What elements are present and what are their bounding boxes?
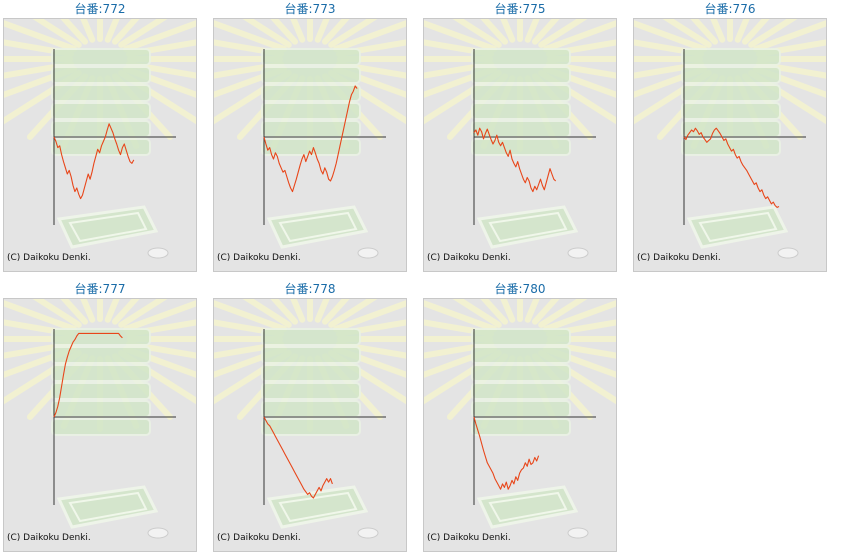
copyright-text: (C) Daikoku Denki.: [7, 253, 91, 263]
copyright-text: (C) Daikoku Denki.: [7, 533, 91, 543]
background-illustration: [214, 19, 406, 259]
background-illustration: [424, 299, 616, 539]
slump-graph: [214, 299, 406, 539]
background-illustration: [214, 299, 406, 539]
slump-graph: [214, 19, 406, 259]
copyright-text: (C) Daikoku Denki.: [217, 253, 301, 263]
machine-title-link[interactable]: 台番:775: [494, 2, 546, 16]
chart-frame: (C) Daikoku Denki.: [3, 18, 197, 272]
machine-title-link[interactable]: 台番:776: [704, 2, 756, 16]
slump-graph: [4, 299, 196, 539]
chart-frame: (C) Daikoku Denki.: [423, 18, 617, 272]
copyright-text: (C) Daikoku Denki.: [217, 533, 301, 543]
chart-frame: (C) Daikoku Denki.: [3, 298, 197, 552]
slump-graph: [634, 19, 826, 259]
slump-line: [53, 123, 135, 200]
slump-line: [263, 416, 333, 499]
slump-graph: [424, 299, 616, 539]
slump-line: [683, 127, 780, 208]
axes: [473, 49, 596, 225]
machine-title-link[interactable]: 台番:777: [74, 282, 126, 296]
background-illustration: [4, 19, 196, 259]
machine-title-link[interactable]: 台番:778: [284, 282, 336, 296]
copyright-text: (C) Daikoku Denki.: [637, 253, 721, 263]
slump-line: [53, 332, 123, 418]
background-illustration: [424, 19, 616, 259]
machine-title-link[interactable]: 台番:772: [74, 2, 126, 16]
slump-graph: [424, 19, 616, 259]
chart-frame: (C) Daikoku Denki.: [213, 298, 407, 552]
slump-line: [473, 416, 540, 490]
background-illustration: [634, 19, 826, 259]
copyright-text: (C) Daikoku Denki.: [427, 253, 511, 263]
background-illustration: [4, 299, 196, 539]
chart-frame: (C) Daikoku Denki.: [423, 298, 617, 552]
copyright-text: (C) Daikoku Denki.: [427, 533, 511, 543]
slump-line: [473, 127, 557, 193]
machine-title-link[interactable]: 台番:773: [284, 2, 336, 16]
slump-line: [263, 85, 358, 193]
chart-frame: (C) Daikoku Denki.: [213, 18, 407, 272]
machine-title-link[interactable]: 台番:780: [494, 282, 546, 296]
chart-frame: (C) Daikoku Denki.: [633, 18, 827, 272]
slump-graph: [4, 19, 196, 259]
